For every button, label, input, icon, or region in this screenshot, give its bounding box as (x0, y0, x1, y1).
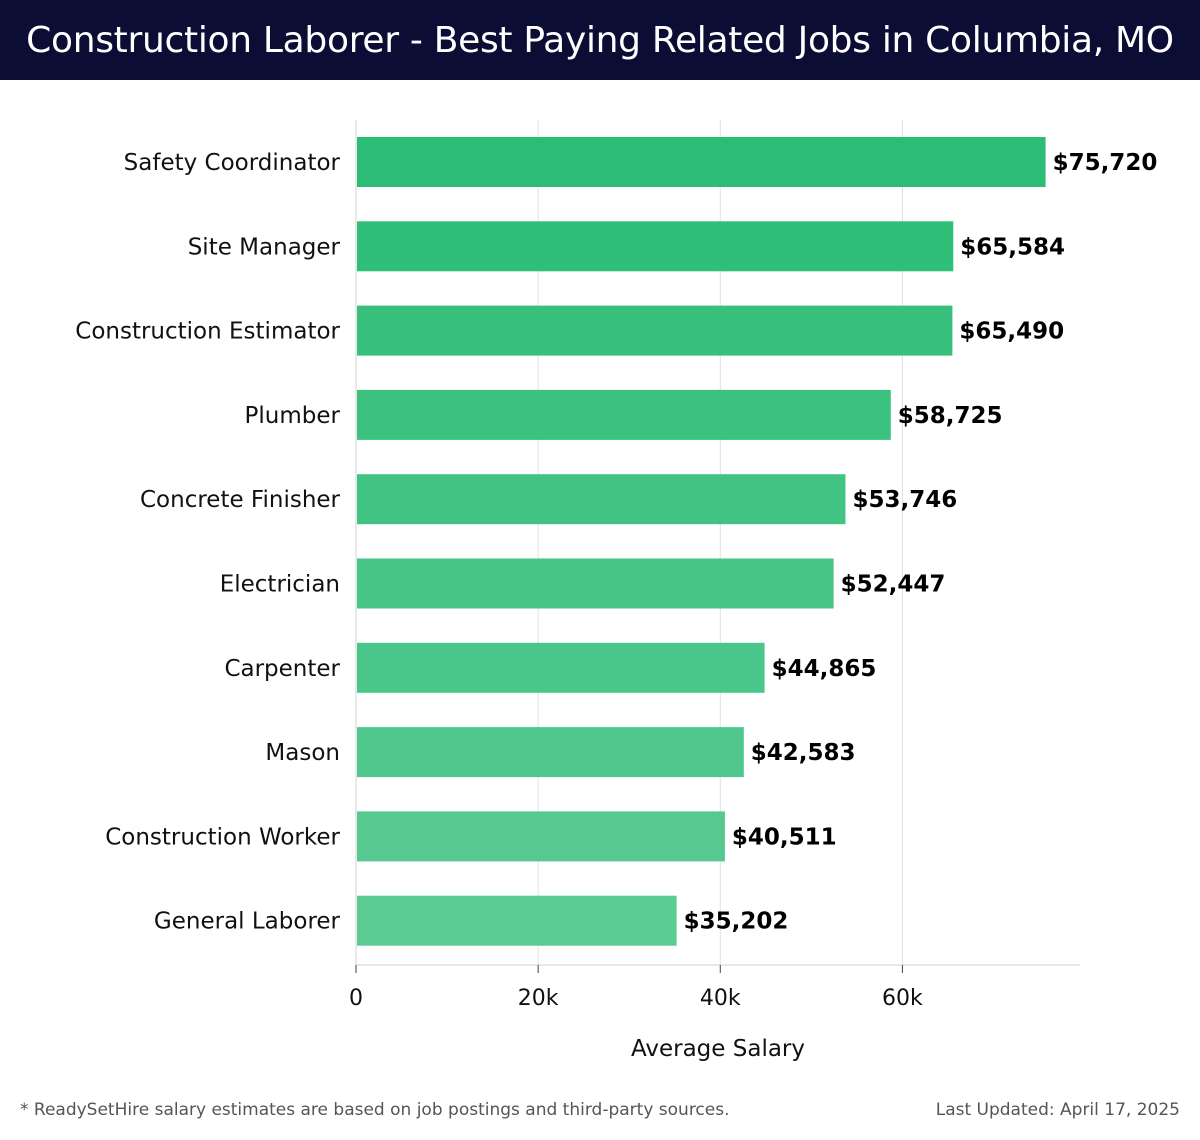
chart-header: Construction Laborer - Best Paying Relat… (0, 0, 1200, 80)
value-label: $58,725 (898, 403, 1003, 429)
bar (357, 474, 846, 525)
footer-note: * ReadySetHire salary estimates are base… (20, 1100, 730, 1120)
bar (357, 137, 1046, 187)
value-label: $40,511 (732, 824, 837, 850)
bar (357, 727, 744, 778)
x-axis-title: Average Salary (631, 1036, 805, 1062)
category-label: General Laborer (154, 909, 341, 935)
bar (357, 305, 953, 356)
category-label: Construction Estimator (75, 319, 340, 345)
bar (357, 389, 891, 440)
value-label: $52,447 (841, 572, 946, 598)
value-label: $53,746 (852, 487, 957, 513)
category-label: Mason (265, 740, 340, 766)
category-label: Carpenter (224, 656, 340, 682)
bar (357, 558, 834, 609)
x-tick-label: 0 (349, 986, 363, 1011)
value-label: $65,584 (960, 234, 1065, 260)
x-tick-label: 20k (518, 986, 559, 1011)
value-label: $75,720 (1053, 150, 1158, 176)
value-label: $44,865 (772, 656, 877, 682)
value-label: $35,202 (684, 909, 789, 935)
category-label: Concrete Finisher (140, 487, 341, 513)
value-label: $42,583 (751, 740, 856, 766)
value-label: $65,490 (959, 319, 1064, 345)
x-tick-label: 60k (882, 986, 923, 1011)
category-label: Plumber (245, 403, 341, 429)
category-label: Safety Coordinator (124, 150, 341, 176)
category-label: Electrician (220, 572, 340, 598)
chart-title: Construction Laborer - Best Paying Relat… (26, 19, 1174, 61)
bar (357, 895, 677, 946)
category-label: Site Manager (188, 234, 341, 260)
category-label: Construction Worker (105, 824, 340, 850)
bar-chart: 0 20k 40k 60k Average Salary Safety Coordinat… (75, 120, 1158, 1062)
bar (357, 811, 725, 862)
x-tick-label: 40k (700, 986, 741, 1011)
bar (357, 221, 954, 272)
last-updated: Last Updated: April 17, 2025 (935, 1100, 1180, 1120)
bar (357, 642, 765, 693)
